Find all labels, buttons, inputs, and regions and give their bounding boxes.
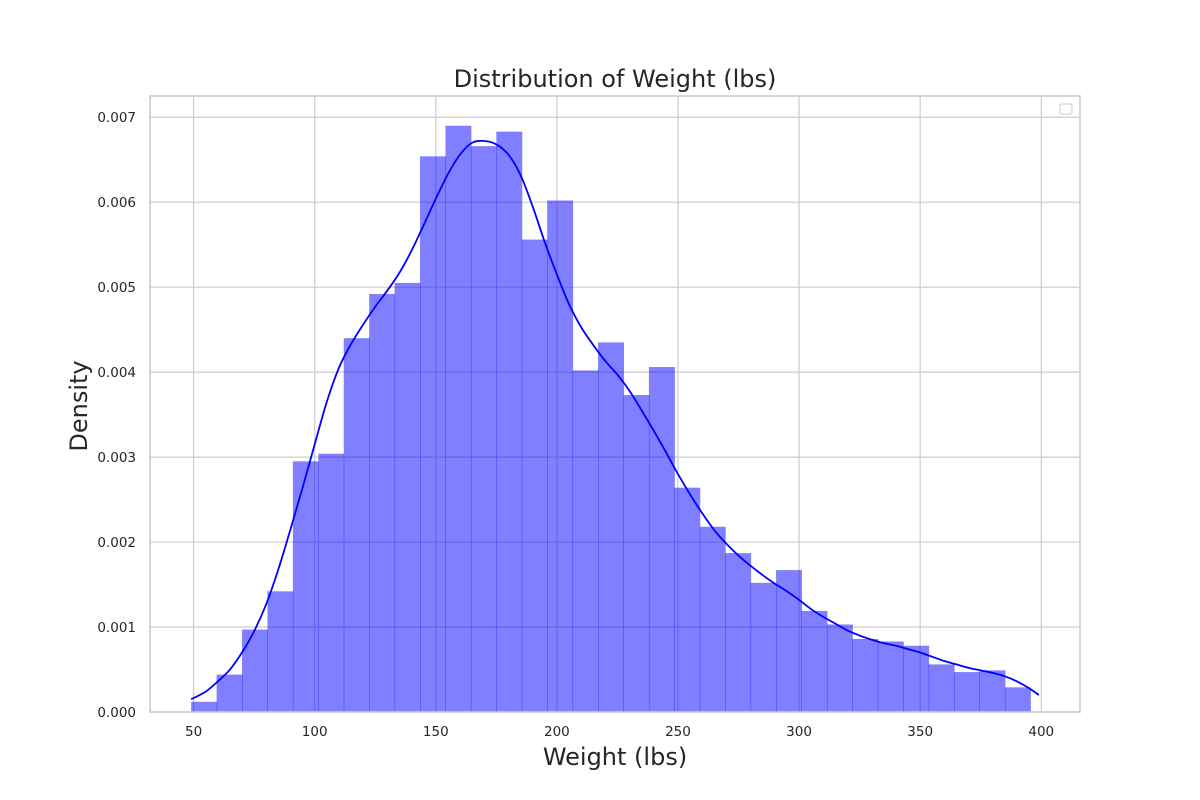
histogram-bar — [420, 156, 446, 713]
histogram-bar — [343, 338, 370, 712]
histogram-bar — [598, 342, 624, 712]
y-tick-label: 0.005 — [97, 280, 136, 296]
y-tick-label: 0.006 — [97, 195, 136, 211]
x-tick-label: 200 — [544, 724, 570, 740]
x-tick-label: 350 — [907, 724, 933, 740]
histogram-bar — [547, 200, 574, 713]
histogram-bar — [750, 582, 777, 712]
plot-frame — [149, 95, 1081, 713]
histogram-bar — [1004, 687, 1031, 712]
y-tick-labels: 0.000 0.001 0.002 0.003 0.004 0.005 0.006 0.007 — [97, 110, 136, 721]
histogram-bar — [572, 370, 599, 712]
histogram-bar — [521, 239, 548, 712]
histogram-bar — [776, 570, 802, 712]
histogram-bar — [699, 526, 726, 712]
histogram-bar — [877, 641, 904, 712]
histogram-bar — [216, 674, 243, 712]
histogram-bar — [979, 670, 1006, 712]
histogram-bar — [369, 293, 396, 712]
kde-curve — [190, 139, 1040, 701]
y-axis-label: Density — [65, 360, 93, 451]
y-tick-label: 0.002 — [97, 535, 136, 551]
x-tick-label: 300 — [786, 724, 812, 740]
y-tick-label: 0.001 — [97, 620, 136, 636]
legend-box — [1059, 103, 1073, 115]
y-tick-label: 0.007 — [97, 110, 136, 126]
x-tick-label: 50 — [185, 724, 202, 740]
histogram-bar — [903, 645, 930, 712]
histogram-bar — [496, 131, 523, 712]
histogram-bar — [292, 461, 319, 712]
x-tick-label: 400 — [1028, 724, 1054, 740]
histogram-bar — [470, 146, 497, 713]
histogram-bar — [623, 395, 650, 712]
y-tick-label: 0.000 — [97, 705, 136, 721]
histogram-bar — [725, 553, 752, 712]
histogram-bar — [801, 610, 828, 712]
chart-title: Distribution of Weight (lbs) — [454, 65, 777, 93]
x-tick-labels: 50 100 150 200 250 300 350 400 — [185, 724, 1054, 740]
x-tick-label: 250 — [665, 724, 691, 740]
histogram-bar — [318, 453, 345, 712]
histogram-bar — [445, 125, 472, 713]
histogram-bar — [852, 638, 879, 712]
histogram-bar — [267, 591, 294, 712]
histogram-bar — [394, 282, 421, 712]
y-tick-label: 0.003 — [97, 450, 136, 466]
histogram-bar — [648, 367, 675, 712]
histogram-bar — [242, 629, 268, 712]
x-tick-label: 100 — [302, 724, 328, 740]
histogram-bar — [674, 487, 701, 712]
histogram-bar — [954, 672, 980, 712]
x-axis-label: Weight (lbs) — [543, 743, 687, 771]
y-tick-label: 0.004 — [97, 365, 136, 381]
histogram-bar — [191, 701, 218, 712]
histogram-bar — [928, 664, 955, 712]
x-tick-label: 150 — [423, 724, 449, 740]
histogram-bar — [826, 624, 853, 712]
histogram-bars — [191, 125, 1031, 713]
